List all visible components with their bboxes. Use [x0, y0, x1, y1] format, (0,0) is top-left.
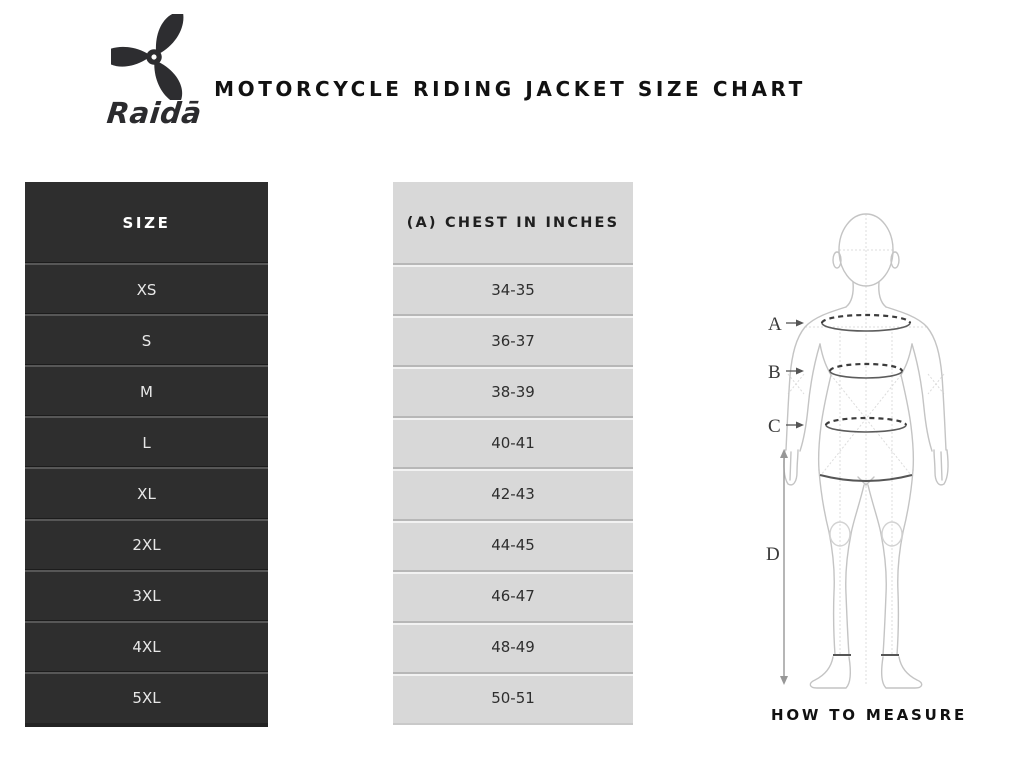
how-to-measure-caption: HOW TO MEASURE: [771, 706, 968, 724]
measure-label-a: A: [768, 314, 782, 335]
size-row: L: [25, 415, 268, 467]
brand-block: Raidā: [96, 14, 212, 130]
chest-row: 48-49: [393, 620, 633, 672]
size-row: M: [25, 364, 268, 416]
measure-label-c: C: [768, 416, 781, 437]
measure-label-b: B: [768, 362, 781, 383]
chest-row: 46-47: [393, 569, 633, 621]
size-table: SIZE XS S M L XL 2XL 3XL 4XL 5XL: [25, 182, 268, 727]
size-row: 2XL: [25, 517, 268, 570]
measurement-rings: [820, 313, 912, 433]
arrow-d-bottom-head-icon: [780, 676, 788, 685]
body-measurement-figure: A B C D: [766, 213, 949, 689]
chest-table-header: (A) CHEST IN INCHES: [406, 214, 620, 231]
seat-ankle-lines: [819, 474, 913, 656]
size-row: 5XL: [25, 670, 268, 723]
size-row: XS: [25, 261, 268, 314]
arrow-b-head-icon: [796, 367, 804, 375]
measure-annotations: A B C D: [766, 314, 804, 685]
measure-figure-block: A B C D HOW TO MEASURE: [740, 178, 1024, 744]
raida-pinwheel-logo-icon: [111, 14, 184, 100]
brand-wordmark: Raidā: [104, 96, 204, 130]
arrow-d-top-head-icon: [780, 449, 788, 458]
guide-lines: [787, 214, 945, 686]
arrow-c-head-icon: [796, 421, 804, 429]
arrow-a-head-icon: [796, 319, 804, 327]
chest-row: 40-41: [393, 416, 633, 467]
size-row: XL: [25, 466, 268, 518]
chest-table: (A) CHEST IN INCHES 34-35 36-37 38-39 40…: [393, 182, 633, 725]
size-row: 3XL: [25, 568, 268, 621]
chest-row: 50-51: [393, 671, 633, 723]
measure-label-d: D: [766, 544, 780, 565]
chest-row: 34-35: [393, 263, 633, 314]
chest-row: 38-39: [393, 365, 633, 416]
page-title: MOTORCYCLE RIDING JACKET SIZE CHART: [214, 77, 806, 101]
chest-row: 42-43: [393, 467, 633, 518]
size-row: S: [25, 313, 268, 365]
size-row: 4XL: [25, 619, 268, 672]
size-table-header: SIZE: [122, 213, 171, 232]
chest-row: 36-37: [393, 314, 633, 365]
chest-row: 44-45: [393, 518, 633, 570]
